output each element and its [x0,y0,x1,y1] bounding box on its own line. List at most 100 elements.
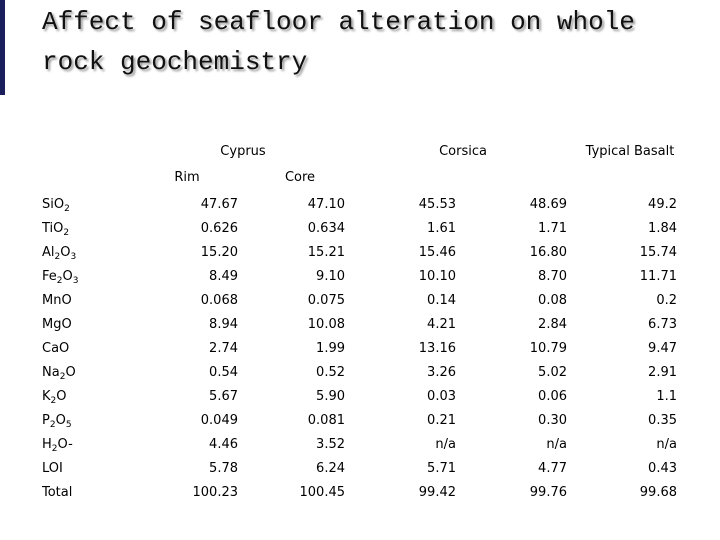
value-cell: 2.84 [538,317,567,332]
value-cell: 100.45 [299,485,346,500]
value-cell: 4.77 [538,461,567,476]
group-header: Typical Basalt [585,144,675,159]
row-label: TiO2 [42,221,69,241]
row-label: Al2O3 [42,245,76,265]
value-cell: 11.71 [639,269,677,284]
subscript: 2 [64,204,70,214]
value-cell: 47.10 [307,197,345,212]
subscript: 2 [56,276,63,286]
value-cell: 0.52 [316,365,345,380]
value-cell: 0.08 [538,293,567,308]
label-text: CaO [42,341,70,356]
value-cell: 45.53 [418,197,456,212]
value-cell: 0.049 [200,413,238,428]
label-text: Fe [42,269,57,284]
sub-header: Rim [174,170,200,185]
value-cell: 4.46 [209,437,238,452]
value-cell: 10.79 [529,341,567,356]
value-cell: n/a [435,437,456,452]
value-cell: 49.2 [648,197,677,212]
label-text: O [65,365,76,380]
row-label: Na2O [42,365,76,385]
row-label: LOI [42,461,63,477]
value-cell: n/a [546,437,567,452]
value-cell: 6.24 [316,461,345,476]
value-cell: 4.21 [427,317,456,332]
row-label: H2O- [42,437,73,457]
subscript: 3 [70,252,77,262]
label-text: O [60,245,71,260]
group-header: Cyprus [220,144,266,159]
value-cell: 99.68 [639,485,677,500]
value-cell: 8.49 [209,269,238,284]
label-text: Al [42,245,55,260]
value-cell: 2.74 [209,341,238,356]
value-cell: 8.70 [538,269,567,284]
label-text: MgO [42,317,72,332]
value-cell: 0.626 [200,221,238,236]
value-cell: 15.21 [307,245,345,260]
value-cell: 1.84 [648,221,677,236]
value-cell: 0.54 [209,365,238,380]
value-cell: 47.67 [200,197,238,212]
value-cell: 5.90 [316,389,345,404]
label-text: LOI [42,461,63,476]
subscript: 2 [49,420,56,430]
value-cell: 13.16 [418,341,456,356]
label-text: K [42,389,51,404]
label-text: H [42,437,52,452]
title: Affect of seafloor alteration on whole r… [42,7,635,77]
value-cell: 5.67 [209,389,238,404]
row-label: MnO [42,293,72,309]
value-cell: 100.23 [192,485,239,500]
value-cell: 8.94 [209,317,238,332]
label-text: O [56,389,67,404]
row-label: K2O [42,389,67,409]
value-cell: 15.20 [200,245,238,260]
subscript: 2 [59,372,66,382]
label-text: O- [57,437,73,452]
value-cell: 0.14 [427,293,456,308]
row-label: SiO2 [42,197,70,217]
value-cell: 0.03 [427,389,456,404]
value-cell: 0.30 [538,413,567,428]
value-cell: 0.43 [648,461,677,476]
value-cell: 99.42 [418,485,456,500]
value-cell: 9.47 [648,341,677,356]
value-cell: 1.1 [656,389,677,404]
subscript: 2 [63,228,70,238]
accent-bar [0,0,5,95]
value-cell: 5.78 [209,461,238,476]
subscript: 2 [50,396,57,406]
value-cell: 1.71 [538,221,567,236]
value-cell: 9.10 [316,269,345,284]
subscript: 3 [72,276,79,286]
value-cell: 0.35 [648,413,677,428]
value-cell: 0.634 [307,221,345,236]
value-cell: 0.068 [200,293,238,308]
value-cell: 2.91 [648,365,677,380]
value-cell: 10.10 [418,269,456,284]
label-text: MnO [42,293,72,308]
value-cell: 0.21 [427,413,456,428]
value-cell: 48.69 [529,197,567,212]
value-cell: 10.08 [307,317,345,332]
subscript: 2 [54,252,61,262]
row-label: P2O5 [42,413,72,433]
value-cell: 5.02 [538,365,567,380]
value-cell: 0.06 [538,389,567,404]
row-label: MgO [42,317,72,333]
value-cell: 6.73 [648,317,677,332]
value-cell: 0.075 [307,293,345,308]
value-cell: 0.2 [656,293,677,308]
label-text: SiO [42,197,65,212]
label-text: Total [42,485,73,500]
value-cell: 0.081 [307,413,345,428]
label-text: O [55,413,66,428]
label-text: TiO [42,221,64,236]
value-cell: 5.71 [427,461,456,476]
value-cell: 3.52 [316,437,345,452]
row-label: Total [42,485,72,501]
label-text: O [62,269,73,284]
